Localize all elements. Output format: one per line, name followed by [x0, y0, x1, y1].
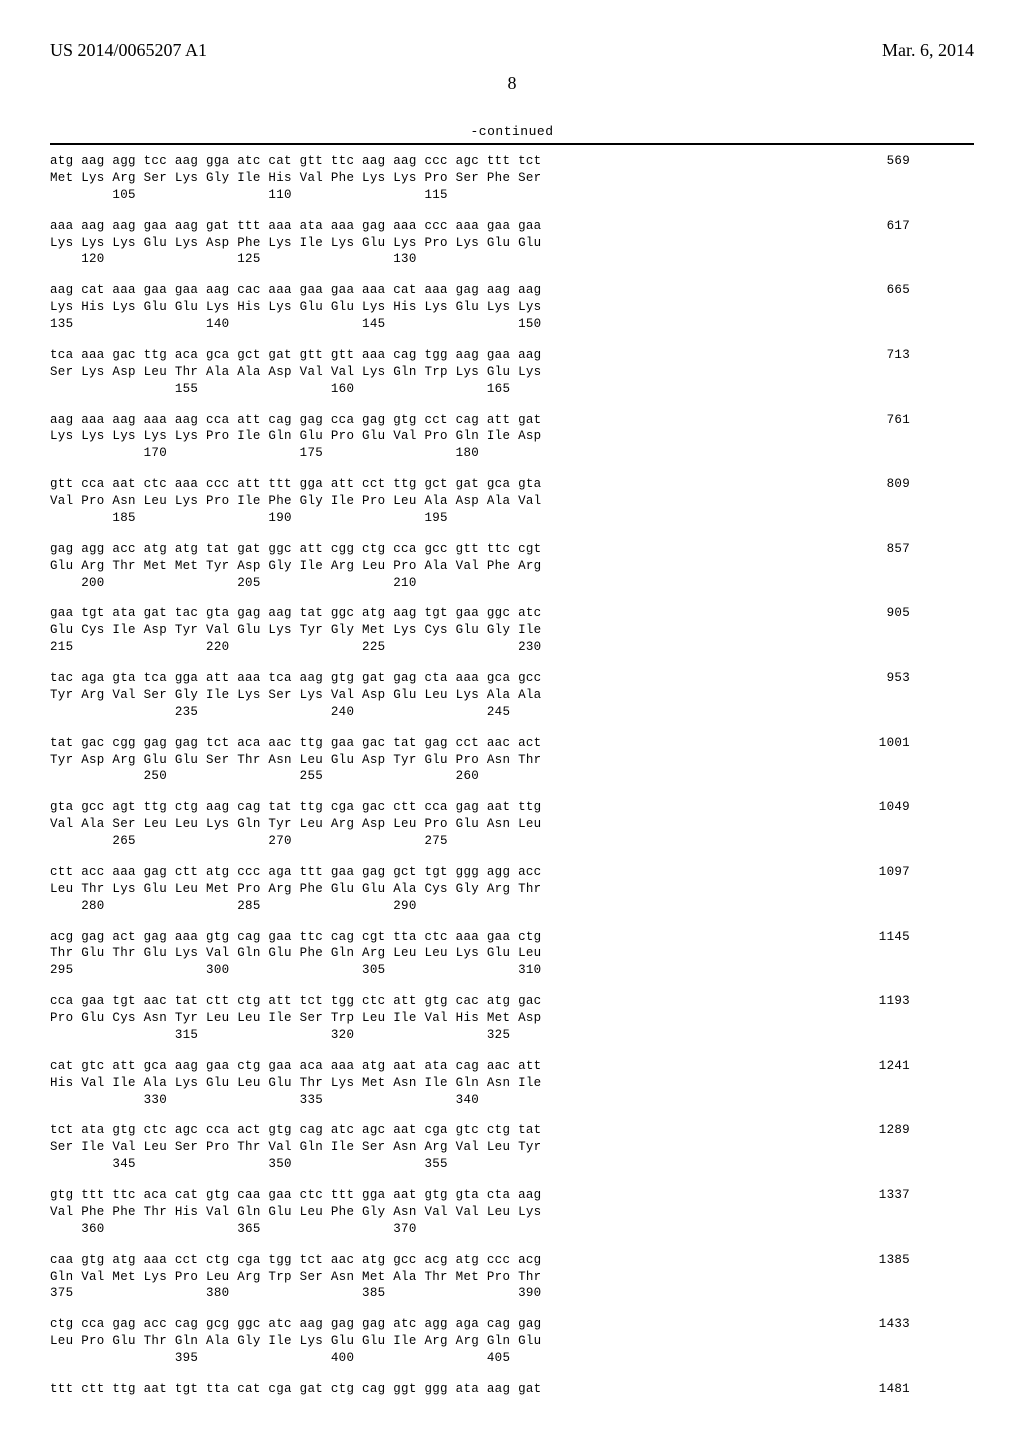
sequence-entry: tct ata gtg ctc agc cca act gtg cag atc … [50, 1122, 974, 1173]
sequence-entry: gaa tgt ata gat tac gta gag aag tat ggc … [50, 605, 974, 656]
position-number: 1289 [810, 1122, 920, 1173]
codon-column: ctt acc aaa gag ctt atg ccc aga ttt gaa … [50, 864, 810, 915]
codon-column: aaa aag aag gaa aag gat ttt aaa ata aaa … [50, 218, 810, 269]
position-number: 761 [810, 412, 920, 463]
top-rule [50, 143, 974, 145]
sequence-entry: tca aaa gac ttg aca gca gct gat gtt gtt … [50, 347, 974, 398]
position-number: 905 [810, 605, 920, 656]
sequence-entry: aag cat aaa gaa gaa aag cac aaa gaa gaa … [50, 282, 974, 333]
position-number: 1337 [810, 1187, 920, 1238]
position-number: 569 [810, 153, 920, 204]
codon-column: aag aaa aag aaa aag cca att cag gag cca … [50, 412, 810, 463]
sequence-listing: atg aag agg tcc aag gga atc cat gtt ttc … [50, 153, 974, 1398]
position-number: 1385 [810, 1252, 920, 1303]
sequence-entry: gtt cca aat ctc aaa ccc att ttt gga att … [50, 476, 974, 527]
continued-label: -continued [50, 124, 974, 139]
position-number: 1193 [810, 993, 920, 1044]
sequence-entry: cat gtc att gca aag gaa ctg gaa aca aaa … [50, 1058, 974, 1109]
codon-column: cat gtc att gca aag gaa ctg gaa aca aaa … [50, 1058, 810, 1109]
position-number: 1145 [810, 929, 920, 980]
codon-column: cca gaa tgt aac tat ctt ctg att tct tgg … [50, 993, 810, 1044]
codon-column: tac aga gta tca gga att aaa tca aag gtg … [50, 670, 810, 721]
sequence-entry: acg gag act gag aaa gtg cag gaa ttc cag … [50, 929, 974, 980]
position-number: 1433 [810, 1316, 920, 1367]
sequence-entry: gtg ttt ttc aca cat gtg caa gaa ctc ttt … [50, 1187, 974, 1238]
sequence-entry: cca gaa tgt aac tat ctt ctg att tct tgg … [50, 993, 974, 1044]
position-number: 617 [810, 218, 920, 269]
codon-column: gag agg acc atg atg tat gat ggc att cgg … [50, 541, 810, 592]
codon-column: gaa tgt ata gat tac gta gag aag tat ggc … [50, 605, 810, 656]
codon-column: acg gag act gag aaa gtg cag gaa ttc cag … [50, 929, 810, 980]
codon-column: gtt cca aat ctc aaa ccc att ttt gga att … [50, 476, 810, 527]
codon-column: tca aaa gac ttg aca gca gct gat gtt gtt … [50, 347, 810, 398]
codon-column: tct ata gtg ctc agc cca act gtg cag atc … [50, 1122, 810, 1173]
position-number: 809 [810, 476, 920, 527]
position-number: 1097 [810, 864, 920, 915]
publication-number: US 2014/0065207 A1 [50, 40, 207, 61]
sequence-entry: caa gtg atg aaa cct ctg cga tgg tct aac … [50, 1252, 974, 1303]
codon-column: gta gcc agt ttg ctg aag cag tat ttg cga … [50, 799, 810, 850]
page-number: 8 [50, 73, 974, 94]
sequence-entry: atg aag agg tcc aag gga atc cat gtt ttc … [50, 153, 974, 204]
position-number: 713 [810, 347, 920, 398]
codon-column: caa gtg atg aaa cct ctg cga tgg tct aac … [50, 1252, 810, 1303]
codon-column: gtg ttt ttc aca cat gtg caa gaa ctc ttt … [50, 1187, 810, 1238]
position-number: 953 [810, 670, 920, 721]
sequence-entry: tat gac cgg gag gag tct aca aac ttg gaa … [50, 735, 974, 786]
sequence-entry: ctg cca gag acc cag gcg ggc atc aag gag … [50, 1316, 974, 1367]
sequence-entry: aag aaa aag aaa aag cca att cag gag cca … [50, 412, 974, 463]
sequence-entry: gag agg acc atg atg tat gat ggc att cgg … [50, 541, 974, 592]
codon-column: atg aag agg tcc aag gga atc cat gtt ttc … [50, 153, 810, 204]
sequence-entry: ttt ctt ttg aat tgt tta cat cga gat ctg … [50, 1381, 974, 1398]
position-number: 857 [810, 541, 920, 592]
sequence-entry: tac aga gta tca gga att aaa tca aag gtg … [50, 670, 974, 721]
publication-date: Mar. 6, 2014 [882, 40, 974, 61]
codon-column: aag cat aaa gaa gaa aag cac aaa gaa gaa … [50, 282, 810, 333]
codon-column: ctg cca gag acc cag gcg ggc atc aag gag … [50, 1316, 810, 1367]
sequence-entry: ctt acc aaa gag ctt atg ccc aga ttt gaa … [50, 864, 974, 915]
position-number: 1049 [810, 799, 920, 850]
sequence-entry: gta gcc agt ttg ctg aag cag tat ttg cga … [50, 799, 974, 850]
position-number: 665 [810, 282, 920, 333]
codon-column: tat gac cgg gag gag tct aca aac ttg gaa … [50, 735, 810, 786]
position-number: 1241 [810, 1058, 920, 1109]
position-number: 1001 [810, 735, 920, 786]
position-number: 1481 [810, 1381, 920, 1398]
header-row: US 2014/0065207 A1 Mar. 6, 2014 [50, 40, 974, 61]
codon-column: ttt ctt ttg aat tgt tta cat cga gat ctg … [50, 1381, 810, 1398]
sequence-entry: aaa aag aag gaa aag gat ttt aaa ata aaa … [50, 218, 974, 269]
